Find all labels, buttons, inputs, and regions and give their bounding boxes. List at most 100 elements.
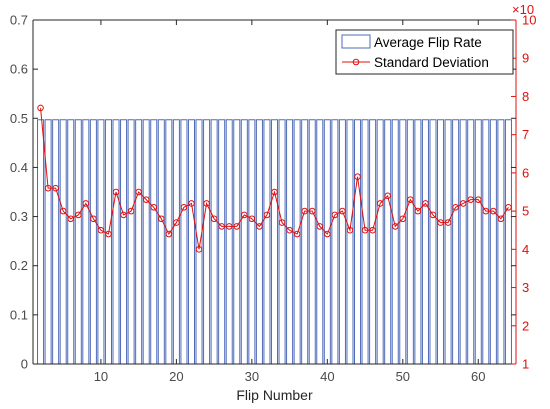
bars-layer <box>37 119 512 365</box>
std-dev-point <box>37 104 44 112</box>
flip-rate-bar <box>504 119 512 365</box>
std-dev-point <box>256 223 263 230</box>
flip-rate-bar <box>346 119 354 365</box>
legend-bar-swatch <box>341 34 371 49</box>
std-dev-point <box>331 211 339 219</box>
flip-rate-bar <box>89 119 97 365</box>
left-y-tick-label: 0 <box>21 357 28 372</box>
right-y-tick-label: 5 <box>522 204 529 219</box>
right-y-tick-label: 2 <box>522 318 529 333</box>
flip-rate-bar <box>369 119 377 365</box>
std-dev-point <box>384 192 392 200</box>
std-dev-point <box>188 200 195 207</box>
std-dev-point <box>444 219 452 226</box>
flip-rate-bar <box>331 119 339 365</box>
std-dev-point <box>308 207 316 215</box>
left-y-tick-label: 0.4 <box>10 160 28 175</box>
right-axis-exponent-label: ×10 <box>512 2 534 17</box>
std-dev-point <box>120 211 127 219</box>
legend-line-marker <box>352 58 360 66</box>
flip-rate-bar <box>59 119 67 365</box>
left-y-tick-label: 0.3 <box>10 209 28 224</box>
x-tick-label: 10 <box>94 369 108 384</box>
std-dev-point <box>67 215 75 223</box>
std-dev-point <box>44 184 52 192</box>
x-tick-label: 30 <box>245 369 259 384</box>
std-dev-point <box>210 215 218 223</box>
right-y-tick-label: 10 <box>522 13 536 28</box>
std-dev-point <box>59 207 67 215</box>
std-dev-point <box>316 223 324 230</box>
flip-rate-bar <box>474 119 482 365</box>
flip-rate-bar <box>308 119 316 365</box>
legend-label-average-flip-rate: Average Flip Rate <box>374 35 482 50</box>
legend: Average Flip Rate Standard Deviation <box>335 29 514 75</box>
std-dev-point <box>376 200 384 207</box>
flip-rate-bar <box>316 119 324 365</box>
std-dev-point <box>422 200 429 207</box>
flip-rate-bar <box>74 119 82 365</box>
std-dev-point <box>497 215 505 223</box>
x-tick-label: 60 <box>471 369 485 384</box>
flip-rate-bar <box>421 119 429 365</box>
flip-rate-bar <box>278 119 286 365</box>
flip-rate-bar <box>338 119 346 365</box>
std-dev-point <box>248 215 256 223</box>
legend-box <box>335 29 514 75</box>
flip-rate-bar <box>361 119 369 365</box>
std-dev-point <box>346 226 354 234</box>
std-dev-point <box>414 207 422 215</box>
std-dev-point <box>459 200 467 207</box>
std-dev-point <box>52 184 59 192</box>
flip-rate-bar <box>120 119 128 365</box>
right-y-tick-label: 4 <box>522 242 529 257</box>
flip-rate-bar <box>414 119 422 365</box>
std-dev-point <box>97 226 105 234</box>
std-dev-point <box>233 223 241 230</box>
std-dev-point <box>278 219 286 226</box>
std-dev-point <box>429 211 437 219</box>
std-dev-point <box>437 219 444 226</box>
x-tick-label: 50 <box>396 369 410 384</box>
std-dev-point <box>301 207 308 215</box>
flip-rate-bar <box>142 119 150 365</box>
std-dev-point <box>105 230 112 238</box>
std-dev-point <box>90 215 97 223</box>
right-y-tick-label: 6 <box>522 165 529 180</box>
left-y-tick-label: 0.2 <box>10 258 28 273</box>
right-y-tick-label: 1 <box>522 357 529 372</box>
flip-rate-bar <box>225 119 233 365</box>
std-dev-point <box>173 219 180 226</box>
std-dev-point <box>467 196 475 203</box>
x-tick-label: 40 <box>320 369 334 384</box>
flip-rate-bar <box>248 119 256 365</box>
left-y-tick-label: 0.7 <box>10 13 28 28</box>
std-dev-point <box>82 200 90 207</box>
right-y-tick-label: 9 <box>522 51 529 66</box>
flip-rate-bar <box>263 119 271 365</box>
flip-rate-bar <box>459 119 467 365</box>
flip-rate-bar <box>44 119 52 365</box>
right-y-tick-label: 7 <box>522 127 529 142</box>
flip-rate-bar <box>135 119 143 365</box>
legend-label-standard-deviation: Standard Deviation <box>374 55 489 70</box>
std-dev-point <box>127 207 135 215</box>
flip-rate-bar <box>399 119 407 365</box>
flip-rate-bar <box>150 119 158 365</box>
left-y-tick-label: 0.1 <box>10 307 28 322</box>
std-dev-point <box>263 211 271 219</box>
std-dev-point <box>490 207 497 215</box>
std-dev-point <box>180 203 188 211</box>
std-dev-point <box>482 207 490 215</box>
left-y-tick-label: 0.6 <box>10 62 28 77</box>
flip-rate-bar <box>391 119 399 365</box>
flip-rate-bar <box>482 119 490 365</box>
std-dev-point <box>74 211 82 219</box>
right-y-tick-label: 3 <box>522 280 529 295</box>
flip-rate-bar <box>97 119 105 365</box>
flip-rate-bar <box>489 119 497 365</box>
std-dev-point <box>241 211 248 219</box>
std-dev-point <box>361 226 369 234</box>
std-dev-point <box>165 230 173 238</box>
